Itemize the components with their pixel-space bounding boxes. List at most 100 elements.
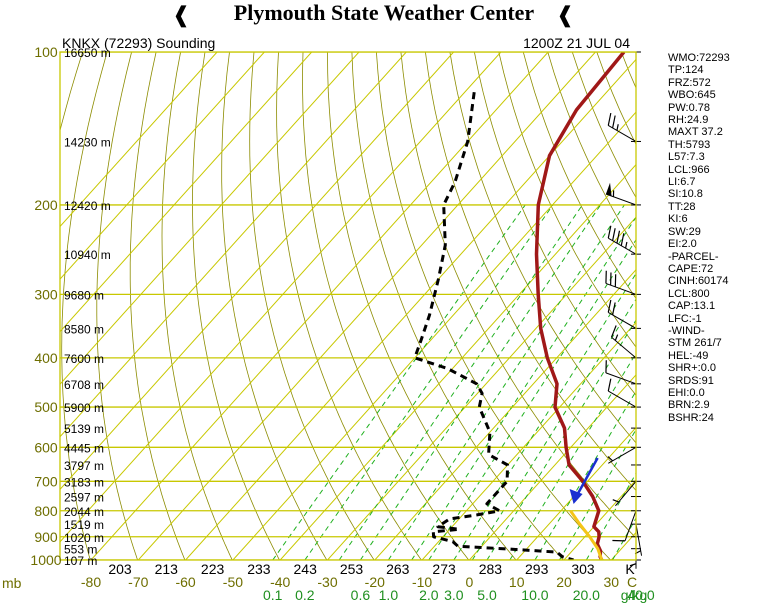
wind-barb xyxy=(612,480,637,507)
wind-barb-staff xyxy=(608,125,637,142)
pressure-tick-label: 600 xyxy=(34,439,58,455)
wind-barb-feather xyxy=(607,225,612,239)
height-label: 6708 m xyxy=(64,378,104,392)
temperature-label: -20 xyxy=(365,574,385,590)
wind-barb-feather xyxy=(625,241,628,249)
wind-barb xyxy=(605,270,637,295)
dry-adiabat xyxy=(161,52,233,560)
height-label: 9680 m xyxy=(64,288,104,302)
mixing-ratio-line xyxy=(509,352,636,560)
index-line: TH:5793 xyxy=(668,138,711,151)
dry-adiabat xyxy=(221,52,328,560)
dry-adiabat xyxy=(0,52,34,560)
isotherm xyxy=(374,269,636,560)
isotherm xyxy=(60,52,313,333)
height-label: 2597 m xyxy=(64,491,104,505)
wind-barb-feather xyxy=(614,334,619,341)
dry-adiabat xyxy=(474,52,636,396)
wind-barb-feather xyxy=(612,115,616,129)
theta-label: 283 xyxy=(479,561,503,577)
dry-adiabat xyxy=(425,52,636,491)
isotherm xyxy=(185,58,636,560)
wind-barb xyxy=(607,112,637,142)
mixing-ratio-label: 0.6 xyxy=(351,587,371,603)
mixing-ratio-label: 0.2 xyxy=(295,587,315,603)
index-line: SHR+:0.0 xyxy=(668,362,716,375)
dry-adiabat xyxy=(351,52,564,560)
height-label: 5139 m xyxy=(64,422,104,436)
dry-adiabat xyxy=(449,52,636,444)
theta-unit-label: K xyxy=(625,561,635,577)
isotherm xyxy=(60,52,218,228)
index-line: CAP:13.1 xyxy=(668,300,716,313)
pressure-tick-label: 1000 xyxy=(30,552,61,568)
dry-adiabat xyxy=(61,52,108,560)
temperature-label: -50 xyxy=(223,574,243,590)
header: ❰ Plymouth State Weather Center ❰ xyxy=(0,0,768,30)
isotherm xyxy=(60,52,407,438)
dry-adiabat xyxy=(96,52,138,560)
index-line: LCL:800 xyxy=(668,287,710,300)
index-line: BRN:2.9 xyxy=(668,399,710,412)
index-line: LI:6.7 xyxy=(668,176,696,189)
annotation-arrow-shaft xyxy=(575,457,599,497)
isotherm xyxy=(60,52,265,280)
wind-barb-feather xyxy=(607,378,612,392)
isotherm xyxy=(327,216,636,560)
height-label: 16650 m xyxy=(64,46,111,60)
time-label: 1200Z 21 JUL 04 xyxy=(523,35,630,51)
pressure-tick-label: 300 xyxy=(34,286,58,302)
mixing-ratio-label: 1.0 xyxy=(379,587,399,603)
index-line: PW:0.78 xyxy=(668,101,710,114)
mixing-ratio-line xyxy=(387,204,625,560)
index-line: FRZ:572 xyxy=(668,76,711,89)
theta-label: 273 xyxy=(432,561,456,577)
wind-barb xyxy=(607,299,637,329)
theta-label: 293 xyxy=(525,561,549,577)
isotherm xyxy=(469,374,636,560)
theta-label: 213 xyxy=(155,561,179,577)
isotherm xyxy=(60,52,454,491)
isotherm xyxy=(421,321,636,560)
index-line: CAPE:72 xyxy=(668,262,714,275)
index-line: EHI:0.0 xyxy=(668,386,705,399)
wind-barb xyxy=(607,225,637,255)
wind-barb-feather xyxy=(607,112,612,126)
wind-barb xyxy=(612,510,637,542)
pressure-tick-label: 100 xyxy=(34,44,58,60)
wind-barb-staff xyxy=(605,193,637,206)
height-label: 12420 m xyxy=(64,199,111,213)
index-line: BSHR:24 xyxy=(668,411,714,424)
wind-barb-staff xyxy=(608,446,637,464)
pennant-left-icon: ❰ xyxy=(172,3,191,28)
index-line: LFC:-1 xyxy=(668,312,702,325)
wind-barb-feather xyxy=(607,456,614,462)
index-line: KI:6 xyxy=(668,213,688,226)
height-label: 7600 m xyxy=(64,352,104,366)
station-label: KNKX (72293) Sounding xyxy=(62,35,215,51)
wind-barb xyxy=(607,378,637,408)
mixing-ratio-label: 2.0 xyxy=(419,587,439,603)
wind-barb-pennant xyxy=(605,182,612,197)
dewpoint-line xyxy=(413,92,574,560)
isotherm xyxy=(90,52,549,560)
wind-barb-staff xyxy=(608,311,637,329)
dry-adiabat xyxy=(498,52,636,348)
temperature-label: 10 xyxy=(509,574,525,590)
wind-barb-feather xyxy=(612,499,619,503)
mixing-ratio-label: 10.0 xyxy=(521,587,548,603)
wind-barb-staff xyxy=(611,336,637,359)
wind-barb xyxy=(610,325,637,359)
page-title: Plymouth State Weather Center xyxy=(233,0,535,25)
wind-barb-feather xyxy=(607,299,612,313)
wind-barb-staff xyxy=(605,372,637,385)
index-line: EI:2.0 xyxy=(668,238,697,251)
index-line: RH:24.9 xyxy=(668,114,709,127)
mixing-ratio-line xyxy=(411,216,636,560)
height-label: 107 m xyxy=(64,554,97,568)
mixing-ratio-label: 20.0 xyxy=(573,587,600,603)
mixing-ratio-line xyxy=(453,272,636,560)
dry-adiabat xyxy=(522,52,636,300)
dry-adiabat xyxy=(276,52,422,560)
